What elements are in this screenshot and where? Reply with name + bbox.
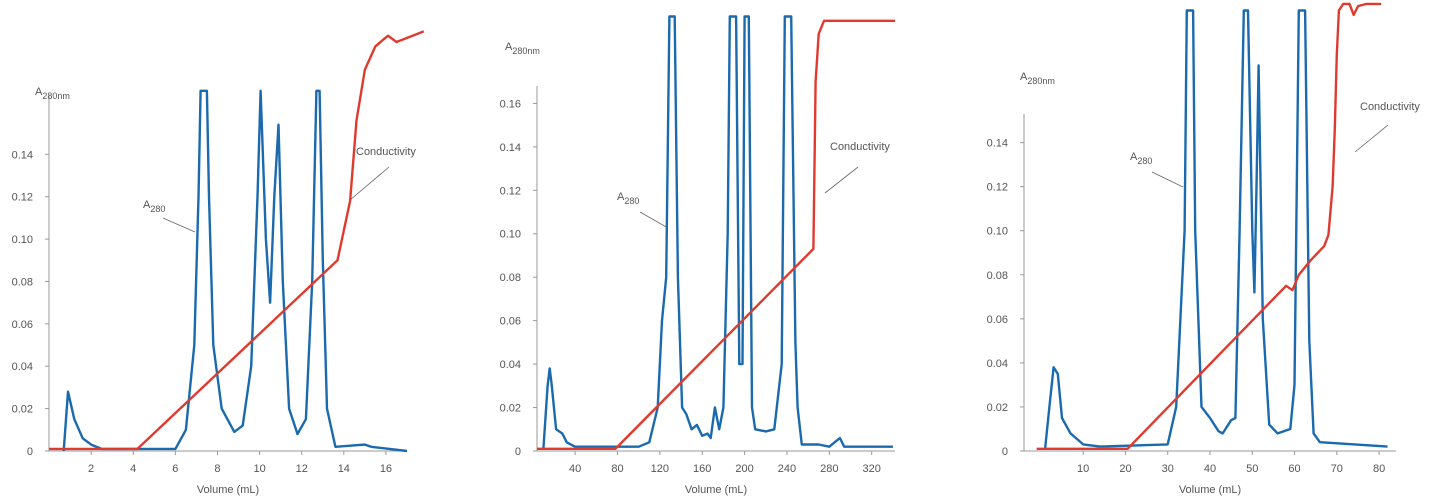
x-tick-label: 10 xyxy=(253,463,265,475)
y-tick-label: 0.10 xyxy=(987,226,1008,238)
x-tick-label: 40 xyxy=(569,463,581,475)
series-annotation-main: A xyxy=(1130,151,1138,163)
series-annotation-main: A xyxy=(617,191,625,203)
annotation-leader xyxy=(349,166,390,201)
y-axis-label-sub: 280nm xyxy=(512,46,540,56)
y-tick-label: 0.02 xyxy=(500,403,521,415)
x-axis-label: Volume (mL) xyxy=(685,484,747,496)
series-line xyxy=(1043,9,1388,449)
y-tick-label: 0 xyxy=(27,446,33,458)
series-annotation: Conductivity xyxy=(830,141,890,153)
y-tick-label: 0.02 xyxy=(12,404,33,416)
series-line xyxy=(542,15,893,449)
x-tick-label: 70 xyxy=(1331,463,1343,475)
x-tick-label: 10 xyxy=(1077,463,1089,475)
series-annotation-sub: 280 xyxy=(1137,156,1152,166)
y-axis-label: A280nm xyxy=(1020,71,1055,86)
x-tick-label: 40 xyxy=(1204,463,1216,475)
series-line xyxy=(1036,2,1382,450)
x-tick-label: 120 xyxy=(651,463,669,475)
x-tick-label: 240 xyxy=(778,463,796,475)
annotation-leader xyxy=(1151,171,1184,188)
y-tick-label: 0.02 xyxy=(987,402,1008,414)
series-annotation-main: A xyxy=(143,199,151,211)
y-tick-label: 0.04 xyxy=(12,361,33,373)
series-annotation: Conductivity xyxy=(356,146,416,158)
x-tick-label: 80 xyxy=(611,463,623,475)
series-annotation-sub: 280 xyxy=(150,204,165,214)
y-axis-label-sub: 280nm xyxy=(1027,76,1055,86)
x-tick-label: 12 xyxy=(296,463,308,475)
series-line xyxy=(537,19,895,450)
series-line xyxy=(62,89,408,453)
x-tick-label: 60 xyxy=(1288,463,1300,475)
y-axis-label-sub: 280nm xyxy=(42,91,70,101)
x-tick-label: 20 xyxy=(1119,463,1131,475)
x-tick-label: 320 xyxy=(863,463,881,475)
x-tick-label: 14 xyxy=(338,463,350,475)
y-tick-label: 0.08 xyxy=(987,270,1008,282)
y-tick-label: 0 xyxy=(1002,446,1008,458)
annotation-leader xyxy=(162,217,196,233)
y-tick-label: 0.06 xyxy=(987,314,1008,326)
y-tick-label: 0.08 xyxy=(500,272,521,284)
y-tick-label: 0.08 xyxy=(12,276,33,288)
x-tick-label: 30 xyxy=(1162,463,1174,475)
y-tick-label: 0.12 xyxy=(12,192,33,204)
y-tick-label: 0.14 xyxy=(12,149,33,161)
y-tick-label: 0.14 xyxy=(500,142,521,154)
x-axis-label: Volume (mL) xyxy=(197,484,259,496)
x-tick-label: 160 xyxy=(693,463,711,475)
x-tick-label: 16 xyxy=(380,463,392,475)
series-line xyxy=(49,30,425,451)
y-axis-label: A280nm xyxy=(505,41,540,56)
x-tick-label: 2 xyxy=(88,463,94,475)
y-tick-label: 0.04 xyxy=(987,358,1008,370)
annotation-leader xyxy=(1354,124,1389,153)
y-tick-label: 0.16 xyxy=(500,98,521,110)
y-tick-label: 0.12 xyxy=(500,185,521,197)
x-tick-label: 80 xyxy=(1373,463,1385,475)
series-annotation: A280 xyxy=(617,191,639,206)
y-tick-label: 0.14 xyxy=(987,138,1008,150)
x-tick-label: 280 xyxy=(820,463,838,475)
y-axis-label: A280nm xyxy=(35,86,70,101)
x-tick-label: 8 xyxy=(214,463,220,475)
x-axis-label: Volume (mL) xyxy=(1179,484,1241,496)
y-tick-label: 0.10 xyxy=(500,229,521,241)
y-tick-label: 0 xyxy=(515,446,521,458)
x-tick-label: 200 xyxy=(735,463,753,475)
y-axis-label-main: A xyxy=(1020,71,1028,83)
annotation-leader xyxy=(639,211,669,229)
series-annotation-sub: 280 xyxy=(624,196,639,206)
y-tick-label: 0.10 xyxy=(12,234,33,246)
y-tick-label: 0.06 xyxy=(500,316,521,328)
x-tick-label: 50 xyxy=(1246,463,1258,475)
annotation-leader xyxy=(824,166,859,194)
series-annotation: Conductivity xyxy=(1360,101,1420,113)
y-tick-label: 0.04 xyxy=(500,359,521,371)
y-axis-label-main: A xyxy=(505,41,513,53)
series-annotation: A280 xyxy=(143,199,165,214)
y-axis-label-main: A xyxy=(35,86,43,98)
y-tick-label: 0.12 xyxy=(987,182,1008,194)
series-annotation: A280 xyxy=(1130,151,1152,166)
x-tick-label: 4 xyxy=(130,463,136,475)
x-tick-label: 6 xyxy=(172,463,178,475)
y-tick-label: 0.06 xyxy=(12,319,33,331)
